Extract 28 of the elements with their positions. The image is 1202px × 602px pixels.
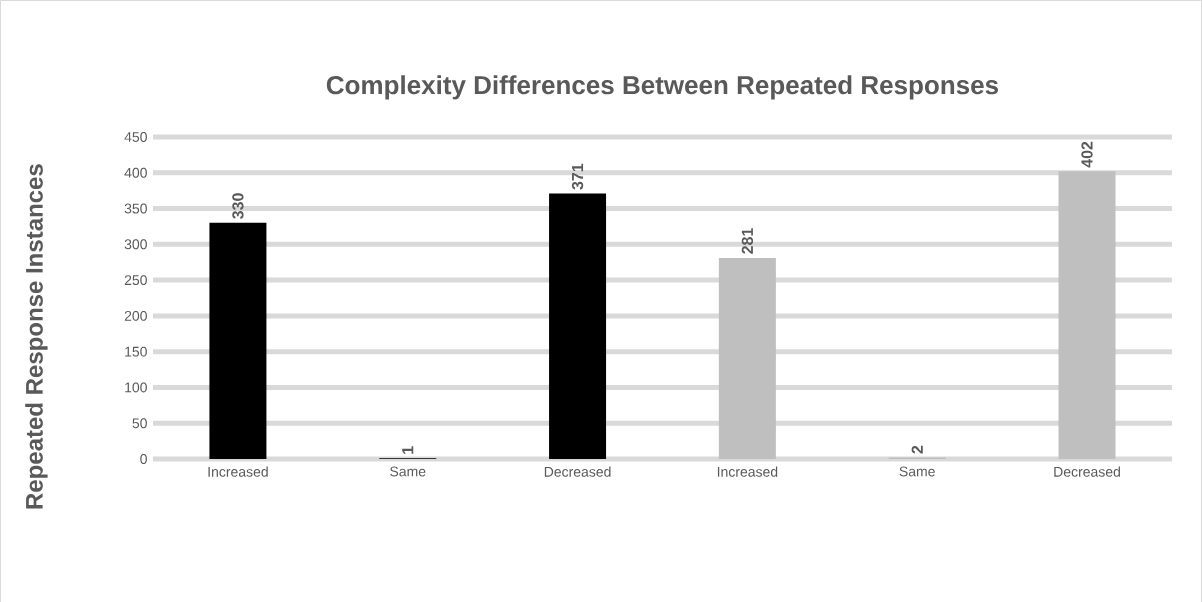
data-label: 371 xyxy=(571,163,584,190)
data-label: 1 xyxy=(402,446,414,454)
data-label: 330 xyxy=(232,193,244,219)
y-tick-label: 100 xyxy=(125,382,147,393)
bar xyxy=(549,193,607,459)
y-tick-label: 300 xyxy=(124,239,147,250)
y-tick-label: 400 xyxy=(124,167,147,178)
y-tick-label: 150 xyxy=(125,346,147,357)
bar xyxy=(209,222,267,459)
x-tick-label: Same xyxy=(899,466,935,477)
chart-title: Complexity Differences Between Repeated Responses xyxy=(326,75,998,100)
bar xyxy=(1058,171,1116,459)
y-tick-label: 350 xyxy=(124,203,147,214)
x-tick-label: Same xyxy=(390,466,426,477)
y-tick-label: 200 xyxy=(124,310,147,321)
data-label: 2 xyxy=(911,445,923,454)
y-tick-label: 50 xyxy=(132,418,147,429)
y-tick-label: 0 xyxy=(140,454,147,464)
x-tick-label: Increased xyxy=(208,466,268,477)
x-tick-label: Increased xyxy=(717,466,778,477)
y-tick-label: 250 xyxy=(124,275,147,286)
x-tick-label: Decreased xyxy=(544,466,611,477)
y-tick-label: 450 xyxy=(124,132,147,142)
x-tick-label: Decreased xyxy=(1054,466,1120,477)
data-label: 281 xyxy=(741,228,754,254)
data-label: 402 xyxy=(1081,141,1093,168)
bar xyxy=(718,257,776,459)
y-axis-title: Repeated Response Instances xyxy=(25,164,48,509)
